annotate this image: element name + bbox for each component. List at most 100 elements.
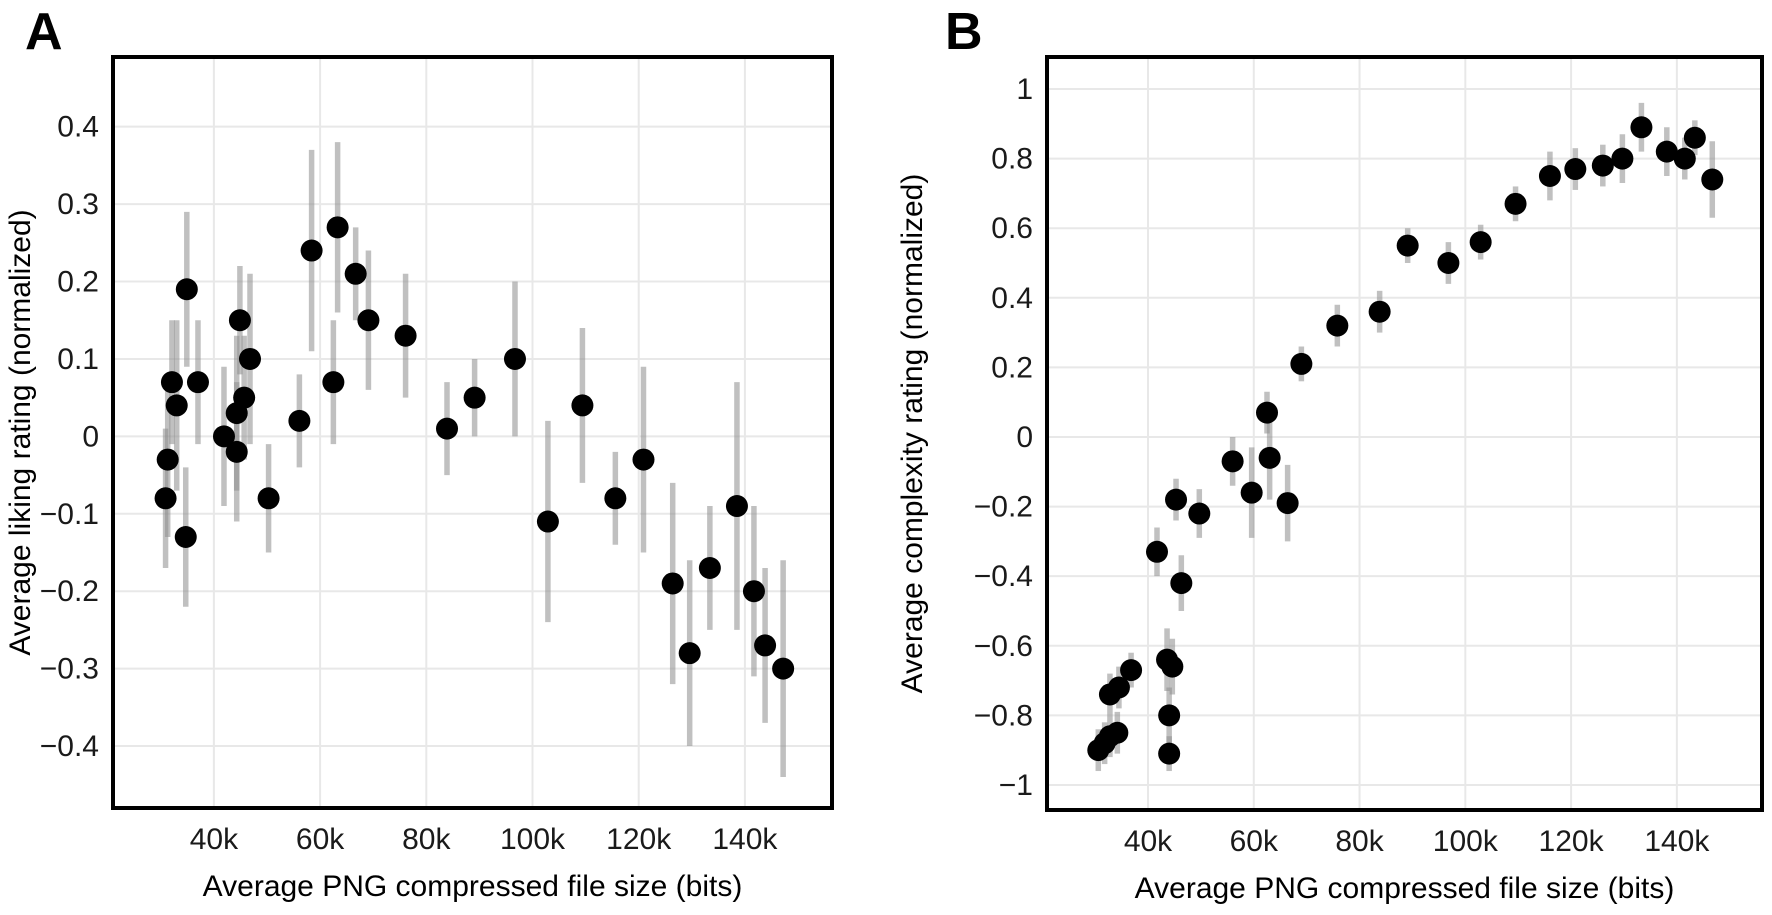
data-point	[1437, 251, 1460, 274]
data-point	[174, 526, 197, 549]
data-point	[175, 278, 198, 301]
data-point	[742, 580, 765, 603]
data-point	[165, 394, 188, 417]
data-point	[300, 239, 323, 262]
x-axis-title: Average PNG compressed file size (bits)	[203, 870, 743, 903]
data-point	[233, 386, 256, 409]
y-tick-label: −0.4	[40, 730, 99, 763]
data-point	[754, 634, 777, 657]
data-point	[1504, 192, 1527, 215]
data-point	[1326, 314, 1349, 337]
data-point	[1290, 352, 1313, 375]
data-point	[1221, 450, 1244, 473]
y-tick-label: 0.8	[991, 143, 1033, 176]
data-point	[632, 448, 655, 471]
data-point	[257, 487, 280, 510]
data-point	[288, 409, 311, 432]
panel-b-label: B	[945, 3, 983, 61]
x-tick-label: 120k	[606, 823, 672, 856]
y-tick-label: 0.2	[991, 351, 1033, 384]
data-point	[160, 371, 183, 394]
data-point	[1258, 446, 1281, 469]
data-point	[536, 510, 559, 533]
data-point	[326, 216, 349, 239]
y-tick-label: −0.1	[40, 498, 99, 531]
data-point	[678, 642, 701, 665]
y-tick-label: −0.2	[40, 575, 99, 608]
plot-frame	[1045, 55, 1764, 812]
data-point	[154, 487, 177, 510]
data-point	[661, 572, 684, 595]
y-tick-label: 0.2	[57, 266, 99, 299]
data-point	[1701, 168, 1724, 191]
data-point	[1683, 126, 1706, 149]
x-tick-label: 60k	[1230, 825, 1279, 858]
y-axis-title: Average liking rating (normalized)	[4, 209, 37, 655]
data-point	[1240, 481, 1263, 504]
y-tick-label: 0.4	[57, 111, 99, 144]
data-point	[212, 425, 235, 448]
x-tick-label: 80k	[402, 823, 451, 856]
data-point	[228, 309, 251, 332]
y-tick-label: 0.6	[991, 212, 1033, 245]
data-point	[186, 371, 209, 394]
data-point	[239, 347, 262, 370]
panel-b: 40k 60k 80k 100k 120k 140k 1 0.8 0.6 0.4 0.2 0 −0.2 −…	[896, 55, 1764, 905]
data-point	[1146, 540, 1168, 563]
data-point	[436, 417, 459, 440]
y-tick-label: −0.4	[974, 560, 1033, 593]
data-point	[1188, 502, 1211, 525]
data-point	[357, 309, 380, 332]
data-point	[725, 495, 748, 518]
data-point	[1170, 572, 1193, 595]
data-point	[1611, 147, 1634, 170]
data-point	[1591, 154, 1614, 177]
plot-frame	[111, 55, 834, 810]
data-point	[1564, 158, 1587, 181]
data-point	[503, 347, 526, 370]
y-tick-label: 0.1	[57, 343, 99, 376]
y-tick-label: 0.3	[57, 188, 99, 221]
data-point	[225, 440, 248, 463]
data-point	[1630, 116, 1653, 139]
data-point	[1368, 300, 1391, 323]
x-tick-label: 140k	[712, 823, 778, 856]
panel-a: 40k 60k 80k 100k 120k 140k 0.4 0.3 0.2 0.1 0 −0.1 −0…	[4, 55, 834, 903]
x-axis-title: Average PNG compressed file size (bits)	[1135, 872, 1675, 905]
y-tick-label: −0.2	[974, 491, 1033, 524]
y-tick-label: −0.3	[40, 653, 99, 686]
y-tick-label: −1	[999, 769, 1033, 802]
data-point	[571, 394, 594, 417]
y-tick-label: 0	[1016, 421, 1033, 454]
y-tick-label: 1	[1016, 73, 1033, 106]
x-tick-label: 40k	[1124, 825, 1173, 858]
x-tick-label: 120k	[1539, 825, 1605, 858]
y-tick-label: 0	[82, 420, 99, 453]
data-point	[394, 324, 417, 347]
data-point	[1538, 165, 1561, 188]
data-point	[1655, 140, 1678, 163]
data-point	[1673, 147, 1696, 170]
data-point	[344, 262, 367, 285]
y-axis-title: Average complexity rating (normalized)	[896, 174, 929, 694]
x-tick-label: 140k	[1644, 825, 1710, 858]
data-point	[698, 556, 721, 579]
panel-a-label: A	[25, 3, 63, 61]
data-point	[1276, 492, 1299, 515]
data-point	[1120, 659, 1143, 682]
x-tick-label: 100k	[1433, 825, 1499, 858]
x-tick-label: 80k	[1335, 825, 1384, 858]
y-tick-label: 0.4	[991, 282, 1033, 315]
data-point	[1165, 488, 1188, 511]
data-point	[1161, 655, 1184, 678]
x-tick-label: 100k	[500, 823, 566, 856]
data-point	[1158, 704, 1181, 727]
data-point	[1256, 401, 1278, 424]
data-point	[322, 371, 345, 394]
data-point	[604, 487, 627, 510]
data-point	[1158, 742, 1181, 765]
x-tick-label: 60k	[296, 823, 345, 856]
data-point	[1106, 721, 1129, 744]
data-point	[1469, 231, 1492, 254]
